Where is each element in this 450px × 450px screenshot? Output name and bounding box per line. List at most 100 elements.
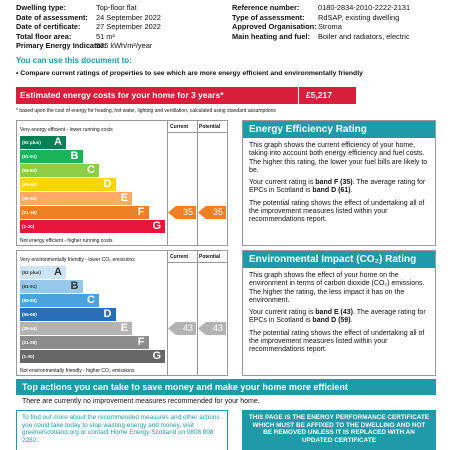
column-header: Current (170, 124, 189, 130)
rating-text: . (350, 317, 353, 325)
cost-label: Estimated energy costs for your home for… (20, 90, 224, 100)
grid-line (197, 121, 198, 245)
header-row: Main heating and fuel: Boiler and radiato… (232, 31, 410, 41)
band-letter: F (137, 336, 145, 348)
rating-band: (21-38) F (20, 206, 149, 219)
cost-note: * based upon the cost of energy for heat… (16, 108, 276, 114)
cost-amount: £5,217 (306, 90, 332, 100)
grid-line (167, 262, 228, 263)
certificate-notice: THIS PAGE IS THE ENERGY PERFORMANCE CERT… (242, 410, 436, 450)
scale-top-label: Very environmentally friendly - lower CO… (20, 257, 135, 263)
header-row: Approved Organisation: Stroma (232, 22, 342, 31)
environment-chart: Current Potential Very environmentally fri… (16, 250, 228, 376)
info-paragraph: The potential rating shows the effect of… (249, 199, 425, 224)
band-range: (39-54) (22, 196, 37, 201)
band-letter: D (103, 308, 112, 320)
band-letter: C (87, 164, 95, 176)
rating-arrow: 35 (198, 206, 226, 219)
rating-band: (1-20) G (20, 220, 165, 233)
column-header: Potential (199, 254, 221, 260)
rating-band: (69-80) C (20, 164, 99, 177)
header-row: Type of assessment: RdSAP, existing dwell… (232, 12, 399, 22)
grid-line (167, 121, 168, 245)
header-label: Main heating and fuel: (232, 31, 311, 41)
info-paragraph: This graph shows the effect of your home… (249, 272, 425, 304)
band-range: (1-20) (22, 354, 35, 359)
band-range: (55-68) (22, 312, 37, 317)
info-paragraph: Your current rating is band F (35). The … (249, 179, 429, 196)
header-row: Dwelling type: Top-floor flat (16, 3, 137, 12)
rating-band: (55-68) D (20, 308, 116, 321)
band-letter: D (103, 178, 112, 190)
efficiency-info: Energy Efficiency Rating This graph shows… (242, 120, 436, 246)
actions-title: Top actions you can take to save money a… (16, 379, 436, 395)
header-row: Date of certificate: 27 September 2022 (16, 22, 161, 31)
header-label: Type of assessment: (232, 12, 305, 22)
band-letter: A (54, 136, 62, 148)
rating-band: (69-80) C (20, 294, 99, 307)
band-range: (39-54) (22, 326, 37, 331)
bullet-text: Compare current ratings of properties to… (20, 70, 363, 77)
intro-bullet: • Compare current ratings of properties … (16, 70, 363, 77)
scale-bottom-label: Not environmentally friendly - higher CO… (20, 368, 135, 374)
rating-text: band E (43) (315, 309, 354, 317)
grid-line (167, 251, 168, 375)
scale-top-label: Very energy efficient - lower running co… (20, 127, 113, 133)
rating-band: (55-68) D (20, 178, 116, 191)
band-letter: E (120, 192, 128, 204)
rating-text: band D (61) (312, 187, 351, 195)
header-value: 27 September 2022 (96, 22, 161, 31)
band-letter: E (120, 322, 128, 334)
actions-text: There are currently no improvement measu… (22, 398, 260, 405)
header-label: Dwelling type: (16, 3, 67, 12)
header-label: Date of certificate: (16, 22, 81, 31)
column-header: Current (170, 254, 189, 260)
header-value: 0180-2834-2010-2222-2131 (318, 3, 411, 12)
rating-text: Your current rating is (249, 309, 316, 317)
rating-band: (39-54) E (20, 192, 132, 205)
environment-info: Environmental Impact (CO₂) Rating This gr… (242, 250, 436, 376)
band-letter: B (70, 150, 79, 162)
band-letter: G (152, 350, 161, 362)
rating-arrow: 43 (168, 322, 196, 335)
header-row: Date of assessment: 24 September 2022 (16, 12, 161, 22)
rating-text: . (350, 187, 353, 195)
rating-text: band F (35) (315, 179, 353, 187)
band-letter: A (54, 266, 62, 278)
header-label: Date of assessment: (16, 12, 88, 22)
info-title: Environmental Impact (CO₂) Rating (243, 251, 435, 268)
header-label: Total floor area: (16, 31, 72, 41)
header-value: RdSAP, existing dwelling (318, 12, 400, 22)
header-value: Boiler and radiators, electric (318, 31, 410, 41)
band-letter: F (137, 206, 145, 218)
rating-band: (92 plus) A (20, 136, 66, 149)
header-row: Primary Energy Indicator: 536 kWh/m²/year (16, 41, 152, 50)
band-letter: G (152, 220, 161, 232)
rating-band: (92 plus) A (20, 266, 66, 279)
rating-text: . The average rating for EPCs in Scotlan… (249, 309, 426, 325)
rating-text: band D (59) (312, 317, 351, 325)
column-header: Potential (199, 124, 221, 130)
header-row: Total floor area: 51 m² (16, 31, 115, 41)
header-label: Primary Energy Indicator: (16, 41, 107, 50)
grid-line (197, 251, 198, 375)
intro-heading: You can use this document to: (16, 56, 132, 65)
efficiency-chart: Current Potential Very energy efficient - … (16, 120, 228, 246)
band-range: (69-80) (22, 168, 37, 173)
footer-note: To find out more about the recommended m… (16, 410, 228, 450)
header-label: Approved Organisation: (232, 22, 317, 31)
band-letter: C (87, 294, 95, 306)
rating-arrow: 35 (168, 206, 196, 219)
rating-arrow: 43 (198, 322, 226, 335)
band-range: (55-68) (22, 182, 37, 187)
header-value: 536 kWh/m²/year (96, 41, 153, 50)
band-range: (21-38) (22, 210, 37, 215)
band-range: (69-80) (22, 298, 37, 303)
rating-band: (1-20) G (20, 350, 165, 363)
rating-band: (39-54) E (20, 322, 132, 335)
header-value: Top-floor flat (96, 3, 137, 12)
rating-band: (21-38) F (20, 336, 149, 349)
info-paragraph: This graph shows the current efficiency … (249, 142, 428, 174)
band-range: (92 plus) (22, 270, 41, 275)
